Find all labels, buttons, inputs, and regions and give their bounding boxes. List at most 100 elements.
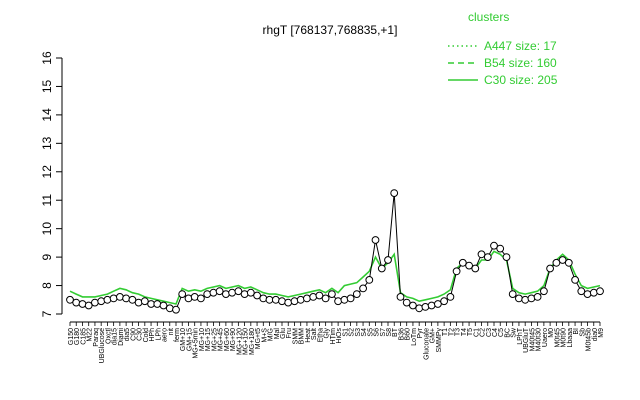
x-tick-label: Heat — [305, 328, 312, 343]
data-point — [321, 294, 330, 303]
data-point — [72, 298, 81, 307]
data-point — [222, 290, 230, 299]
data-point — [552, 258, 561, 267]
x-tick-label: dia15 — [112, 328, 119, 345]
data-point — [558, 256, 567, 264]
x-tick-label: dia5 — [124, 328, 131, 341]
y-tick-label: 10 — [40, 222, 54, 236]
x-tick-label: BI — [573, 328, 580, 335]
data-point — [396, 293, 405, 301]
data-point — [458, 258, 467, 267]
data-point — [271, 295, 280, 304]
x-tick-label: B60 — [405, 328, 412, 341]
x-tick-label: MG+150 — [243, 328, 250, 355]
x-tick-label: Paraq — [93, 328, 100, 347]
data-point — [78, 300, 87, 308]
data-point — [402, 298, 411, 307]
data-point — [465, 261, 474, 270]
x-tick-label: GM+ — [430, 328, 437, 343]
x-tick-label: S6 — [374, 328, 381, 337]
data-point — [228, 288, 237, 297]
data-point — [91, 298, 99, 307]
data-point — [203, 290, 212, 299]
x-tick-label: Gluconate — [423, 328, 430, 360]
x-tick-label: Diami — [118, 328, 125, 346]
x-tick-label: S5 — [367, 328, 374, 337]
x-tick-label: G150 — [68, 328, 75, 345]
x-tick-label: S1 — [342, 328, 349, 337]
x-tick-label: dia0 — [592, 328, 599, 341]
x-tick-label: Glu — [280, 328, 287, 339]
data-point — [540, 287, 548, 296]
data-point — [515, 294, 523, 303]
data-point — [365, 276, 374, 284]
x-tick-label: Pyr — [417, 327, 424, 338]
data-point — [84, 301, 93, 310]
x-tick-label: Etha — [317, 328, 324, 343]
x-tick-label: M+S — [261, 328, 268, 343]
data-point — [140, 297, 149, 306]
x-tick-label: HPh — [149, 328, 156, 342]
data-point — [265, 295, 274, 304]
x-tick-label: C90 — [130, 328, 137, 341]
x-tick-label: UBGluT — [523, 327, 530, 353]
data-point — [415, 304, 424, 313]
data-point — [546, 264, 554, 273]
data-point — [564, 258, 573, 267]
x-tick-label: M9 — [598, 328, 605, 338]
x-tick-label: C5 — [498, 328, 505, 337]
x-tick-label: SMMPy — [436, 328, 443, 353]
x-tick-label: Sw — [511, 327, 518, 338]
y-axis: 7 8 9 10 11 12 13 14 15 16 — [40, 51, 63, 317]
data-point — [284, 298, 293, 307]
data-point — [315, 291, 324, 300]
x-tick-label: Gly — [324, 328, 331, 339]
x-tick-label: BC — [504, 328, 511, 338]
data-point — [508, 290, 517, 299]
x-tick-label: ferm — [174, 328, 181, 342]
data-point — [334, 297, 343, 306]
data-point — [197, 294, 205, 303]
x-tick-label: GM+15 — [186, 328, 193, 351]
legend-entry-c30: C30 size: 205 — [484, 73, 558, 87]
x-tick-label: M0t90 — [561, 328, 568, 348]
x-tick-label: Salt — [311, 328, 318, 340]
y-tick-label: 11 — [40, 194, 54, 207]
data-point — [446, 293, 455, 301]
data-point — [359, 284, 368, 293]
x-tick-label: B36 — [398, 328, 405, 341]
x-tick-label: G180 — [74, 328, 81, 345]
legend-entry-a447: A447 size: 17 — [484, 39, 557, 53]
data-point — [303, 294, 311, 303]
data-point — [577, 287, 586, 296]
data-point — [496, 244, 505, 253]
x-tick-label: C185 — [80, 328, 87, 345]
data-point — [477, 250, 486, 259]
data-point — [421, 303, 430, 311]
y-tick-label: 16 — [40, 51, 54, 65]
data-point — [352, 290, 361, 299]
data-point — [184, 294, 193, 303]
x-tick-label: LoTm — [411, 328, 418, 346]
data-point — [253, 291, 262, 300]
x-tick-label: M0t45 — [554, 328, 561, 348]
x-tick-label: LPh — [155, 328, 162, 341]
data-point — [103, 295, 112, 304]
x-tick-label: M40t45 — [529, 328, 536, 351]
x-tick-label: Mal — [274, 328, 281, 340]
x-tick-label: MG+25 — [211, 328, 218, 351]
data-point — [589, 288, 598, 297]
x-tick-label: Cold — [143, 328, 150, 343]
data-point — [172, 305, 180, 314]
data-point — [128, 295, 137, 304]
x-tick-label: T1 — [442, 328, 449, 336]
series-layer — [66, 189, 604, 314]
x-tick-label: M0 — [548, 328, 555, 338]
data-point — [97, 297, 106, 306]
y-tick-label: 12 — [40, 165, 54, 179]
x-tick-label: LPhT — [517, 327, 524, 344]
data-point — [290, 297, 299, 306]
data-point — [328, 290, 336, 299]
x-tick-label: MG+15 — [205, 328, 212, 351]
data-point — [471, 264, 480, 273]
